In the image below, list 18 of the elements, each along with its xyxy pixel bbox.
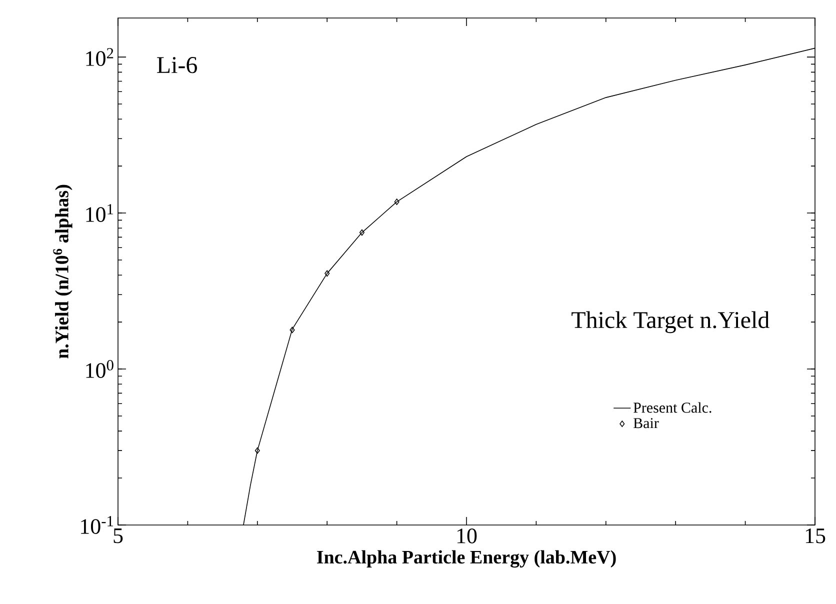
y-tick-label: 10$^{0}$: [86, 360, 114, 378]
x-tick-label: 10: [457, 528, 477, 544]
x-tick-label: 5: [114, 528, 123, 544]
legend-label: Bair: [634, 418, 659, 428]
annotation: Thick Target n.Yield: [572, 311, 770, 334]
point: [324, 270, 330, 277]
y-tick-label: 10$^{1}$: [86, 204, 114, 222]
point: [290, 326, 295, 334]
x-axis-title: Inc.Alpha Particle Energy (lab.MeV): [317, 550, 616, 568]
y-axis-title: n.Yield (n/10$^{6}$ alphas): [53, 184, 72, 358]
annotation: Li-6: [157, 57, 197, 74]
y-tick-label: 10$^{-1}$: [81, 516, 114, 534]
legend-label: Present Calc.: [634, 402, 712, 413]
point: [394, 198, 400, 206]
x-tick-label: 15: [806, 528, 826, 544]
y-tick-label: 10$^{2}$: [86, 48, 114, 66]
point: [254, 447, 260, 454]
point: [359, 229, 364, 236]
